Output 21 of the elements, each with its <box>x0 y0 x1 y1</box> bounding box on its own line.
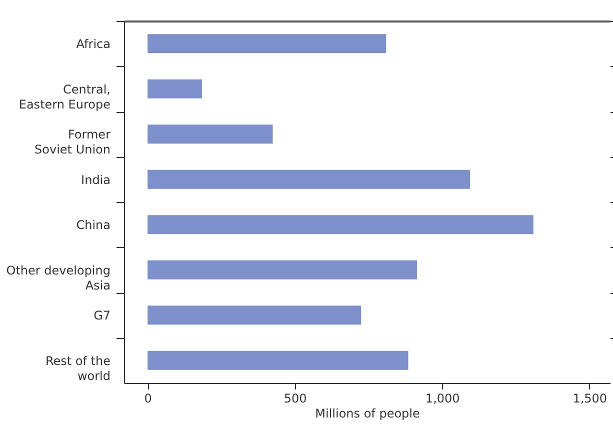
bar <box>148 170 470 189</box>
x-axis-title: Millions of people <box>315 406 420 420</box>
y-tick-label: G7 <box>94 308 110 323</box>
y-tick-label: Former Soviet Union <box>34 128 111 157</box>
bar <box>148 260 418 280</box>
y-tick-label: India <box>81 172 110 187</box>
y-tick-label: Rest of the world <box>45 354 110 383</box>
x-tick-label: 500 <box>284 392 307 406</box>
x-tick-label: 0 <box>144 392 152 406</box>
x-tick-label: 1,000 <box>425 392 460 406</box>
y-tick-label: China <box>76 218 110 232</box>
bar <box>148 79 202 98</box>
bar <box>148 34 386 54</box>
y-tick-label: Africa <box>76 37 110 52</box>
y-tick-label: Other developing Asia <box>6 263 110 292</box>
bar <box>148 124 273 144</box>
bar <box>148 350 408 370</box>
y-tick-label: Central, Eastern Europe <box>18 82 110 112</box>
bar <box>148 306 362 325</box>
bar <box>148 215 534 234</box>
x-tick-label: 1,500 <box>572 392 608 406</box>
